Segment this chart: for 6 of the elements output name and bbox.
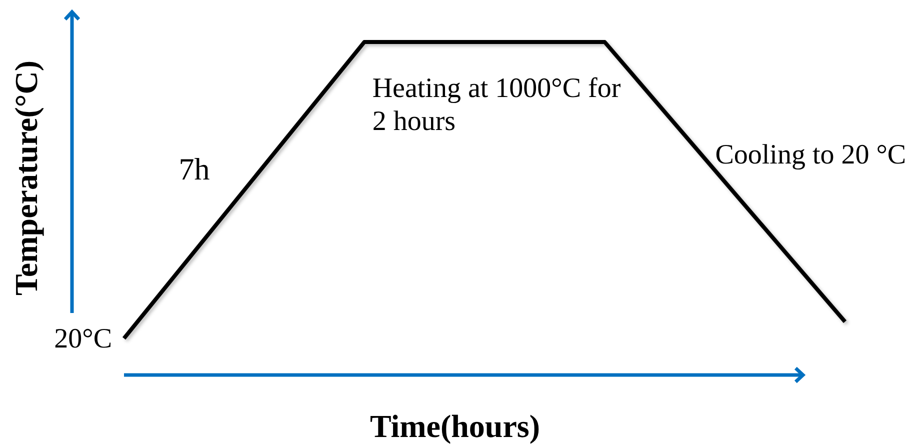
annotation: Heating at 1000°C for 2 hours bbox=[372, 73, 622, 138]
y-axis-title: Temperature(°C) bbox=[8, 60, 44, 296]
x-axis-title: Time(hours) bbox=[370, 408, 540, 444]
annotation: Cooling to 20 °C bbox=[715, 140, 906, 171]
annotation: 7h bbox=[178, 152, 210, 187]
text: 20°C bbox=[54, 323, 112, 354]
